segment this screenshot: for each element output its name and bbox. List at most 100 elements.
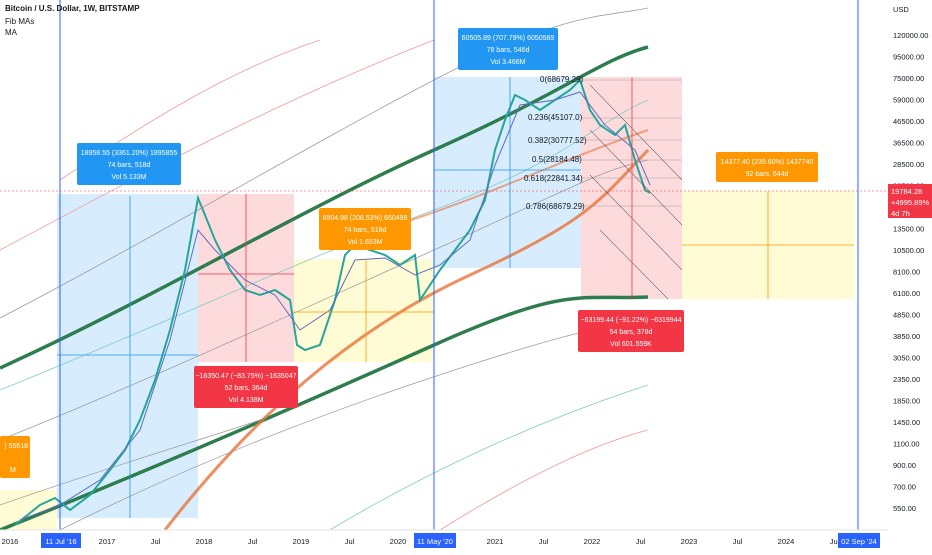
price-tick-label: 28500.00: [893, 160, 924, 169]
fib-level-4: 0.618(22841.34): [524, 174, 583, 183]
measure-zone-3[interactable]: [294, 259, 434, 362]
price-tick-label: 4850.00: [893, 311, 920, 320]
indicator-ma[interactable]: MA: [5, 28, 17, 37]
ma-gray-2: [0, 159, 649, 441]
svg-text:74 bars, 518d: 74 bars, 518d: [344, 227, 387, 234]
svg-text:54 bars, 378d: 54 bars, 378d: [610, 329, 653, 336]
ma-green-upper: [0, 45, 649, 370]
price-tick-label: 1850.00: [893, 397, 920, 406]
measure-zone-1[interactable]: [57, 194, 198, 518]
fib-level-1: 0.236(45107.0): [528, 113, 583, 122]
svg-text:) 55618: ) 55618: [4, 443, 28, 450]
time-tick-label: 2021: [487, 537, 504, 546]
svg-text:92 bars, 644d: 92 bars, 644d: [746, 171, 789, 178]
measure-zone-4[interactable]: [434, 77, 581, 268]
price-tick-label: 75000.00: [893, 74, 924, 83]
ma-gray-4: [0, 419, 261, 506]
price-tick-label: 10500.00: [893, 246, 924, 255]
time-tick-label: Jul: [248, 537, 258, 546]
time-tick-label: 2022: [584, 537, 601, 546]
time-tick-label: Jul: [151, 537, 161, 546]
fib-ma-curves: [0, 7, 650, 532]
svg-text:02 Sep '24: 02 Sep '24: [841, 537, 877, 546]
price-tick-label: 3050.00: [893, 354, 920, 363]
svg-text:74 bars, 518d: 74 bars, 518d: [108, 162, 151, 169]
svg-text:60505.89 (707.79%) 6050589: 60505.89 (707.79%) 6050589: [462, 35, 555, 42]
time-tick-label: 2017: [99, 537, 116, 546]
fib-level-2: 0.382(30777.52): [528, 136, 587, 145]
price-tick-label: 8100.00: [893, 268, 920, 277]
measure-label-2[interactable]: −16350.47 (−83.75%) −1635047 52 bars, 36…: [194, 366, 298, 408]
time-tick-label: 2024: [778, 537, 795, 546]
current-change: +4995.89%: [891, 198, 929, 207]
ma-orange: [163, 148, 650, 531]
svg-text:78 bars, 546d: 78 bars, 546d: [487, 47, 530, 54]
ma-gray-1: [0, 7, 649, 319]
svg-text:M: M: [10, 467, 16, 474]
fib-level-3: 0.5(28184.48): [532, 155, 582, 164]
price-tick-label: 550.00: [893, 504, 916, 513]
time-tick-label: 2019: [293, 537, 310, 546]
ma-green-lower: [0, 295, 649, 532]
svg-text:14377.40 (239.60%) 1437740: 14377.40 (239.60%) 1437740: [721, 159, 814, 166]
time-tick-label: 2023: [681, 537, 698, 546]
ma-orange-2: [379, 129, 649, 231]
price-tick-label: 120000.00: [893, 31, 928, 40]
svg-text:6504.98 (206.53%) 650498: 6504.98 (206.53%) 650498: [323, 215, 408, 222]
svg-text:Vol 1.653M: Vol 1.653M: [347, 239, 382, 246]
time-axis[interactable]: Jul 2024 Jul 2023 Jul 2022 Jul 2021 Jul 2020 Jul 20…: [0, 529, 932, 550]
indicator-fib-mas[interactable]: Fib MAs: [5, 17, 35, 26]
measure-label-3[interactable]: 6504.98 (206.53%) 650498 74 bars, 518d V…: [319, 208, 411, 250]
price-tick-label: 59000.00: [893, 96, 924, 105]
current-price: 19784.28: [891, 187, 922, 196]
time-tick-label: Jul: [733, 537, 743, 546]
svg-text:Vol 3.466M: Vol 3.466M: [490, 59, 525, 66]
price-tick-label: 1100.00: [893, 440, 920, 449]
measure-label-4[interactable]: 60505.89 (707.79%) 6050589 78 bars, 546d…: [458, 28, 558, 70]
svg-text:52 bars, 364d: 52 bars, 364d: [225, 385, 268, 392]
svg-text:−63199.44 (−91.22%) −6319944: −63199.44 (−91.22%) −6319944: [580, 317, 681, 324]
price-tick-label: 95000.00: [893, 53, 924, 62]
time-tick-label: Jul: [345, 537, 355, 546]
fib-level-5: 0.786(68679.29): [526, 202, 585, 211]
svg-text:−16350.47 (−83.75%) −1635047: −16350.47 (−83.75%) −1635047: [195, 373, 296, 380]
measure-label-0[interactable]: ) 55618 M: [0, 436, 30, 478]
chart-title: Bitcoin / U.S. Dollar, 1W, BITSTAMP: [5, 4, 140, 13]
measure-label-6[interactable]: 14377.40 (239.60%) 1437740 92 bars, 644d: [716, 152, 818, 182]
price-tick-label: 13500.00: [893, 225, 924, 234]
time-tick-label: Jul: [636, 537, 646, 546]
svg-text:11 Jul '16: 11 Jul '16: [45, 537, 76, 546]
currency-label: USD: [893, 5, 909, 14]
price-tick-label: 1450.00: [893, 418, 920, 427]
price-tick-label: 36500.00: [893, 139, 924, 148]
time-tick-label: Jul: [539, 537, 549, 546]
vertical-date-lines: [59, 0, 859, 530]
svg-text:Vol 5.133M: Vol 5.133M: [111, 174, 146, 181]
measure-label-5[interactable]: −63199.44 (−91.22%) −6319944 54 bars, 37…: [578, 310, 684, 352]
price-tick-label: 900.00: [893, 461, 916, 470]
measure-arrows: [57, 77, 854, 518]
date-marker-1: [41, 533, 81, 548]
current-price-badge: 19784.28 +4995.89% 4d 7h: [888, 184, 932, 218]
time-tick-label: 2020: [390, 537, 407, 546]
svg-text:Vol 4.138M: Vol 4.138M: [228, 397, 263, 404]
price-tick-label: 6100.00: [893, 289, 920, 298]
measure-label-1[interactable]: 18958.55 (3361.20%) 1895855 74 bars, 518…: [77, 143, 181, 185]
date-marker-2: [414, 533, 456, 548]
svg-text:18958.55 (3361.20%) 1895855: 18958.55 (3361.20%) 1895855: [81, 150, 178, 157]
fib-level-0: 0(68679.29): [540, 75, 583, 84]
time-tick-label: Jul: [830, 537, 840, 546]
ma-teal-2: [329, 384, 649, 531]
svg-text:Vol 601.559K: Vol 601.559K: [610, 341, 652, 348]
price-axis[interactable]: USD 120000.00 95000.00 75000.00 59000.00 465…: [888, 0, 932, 530]
price-tick-label: 46500.00: [893, 117, 924, 126]
ma-blue: [19, 91, 651, 521]
ma-pink-3: [439, 429, 649, 531]
measure-zone-5[interactable]: [581, 77, 682, 299]
time-tick-label: 2018: [196, 537, 213, 546]
svg-text:11 May '20: 11 May '20: [417, 537, 453, 546]
fib-retracement[interactable]: 0(68679.29) 0.236(45107.0) 0.382(30777.5…: [524, 75, 683, 300]
date-marker-3: [838, 533, 880, 548]
